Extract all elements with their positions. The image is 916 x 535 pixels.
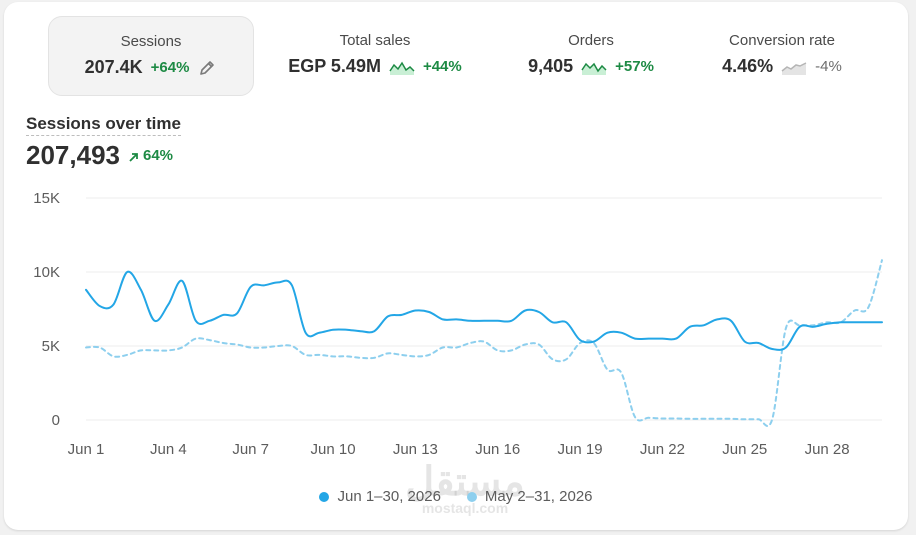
legend-item-previous[interactable]: May 2–31, 2026 [466, 488, 593, 505]
metric-change: +64% [150, 59, 190, 76]
metric-conversion-rate[interactable]: Conversion rate 4.46% -4% [696, 16, 868, 96]
metric-label: Conversion rate [729, 32, 835, 49]
metric-orders[interactable]: Orders 9,405 +57% [496, 16, 686, 96]
legend-item-current[interactable]: Jun 1–30, 2026 [319, 488, 441, 505]
x-tick-label: Jun 28 [805, 441, 850, 458]
legend-label-current: Jun 1–30, 2026 [337, 488, 441, 505]
legend-label-previous: May 2–31, 2026 [484, 488, 593, 505]
x-tick-label: Jun 13 [393, 441, 438, 458]
watermark-url: mostaql.com [421, 500, 509, 516]
metric-change: -4% [815, 58, 842, 75]
sessions-line-chart: 0 5K 10K 15K Jun 1 Jun 4 Jun 7 Jun 10 Jun 13 Jun … [33, 190, 883, 458]
metric-label: Orders [568, 32, 614, 49]
metric-label: Total sales [339, 32, 411, 49]
legend-dot-current [319, 491, 330, 502]
legend-dot-previous [466, 491, 477, 502]
analytics-card: Sessions 207.4K +64% Total sales EGP 5.4… [4, 2, 908, 530]
metric-value: EGP 5.49M [288, 56, 381, 76]
watermark-arabic: مستقل [405, 460, 525, 504]
metric-value: 9,405 [528, 56, 574, 76]
x-tick-label: Jun 7 [232, 441, 269, 458]
x-tick-label: Jun 25 [722, 441, 767, 458]
metrics-row: Sessions 207.4K +64% Total sales EGP 5.4… [48, 16, 868, 98]
metric-change: +57% [615, 58, 654, 75]
x-tick-label: Jun 10 [311, 441, 356, 458]
y-tick-label: 15K [33, 190, 60, 207]
sparkline-flat-icon [781, 59, 807, 75]
metric-total-sales[interactable]: Total sales EGP 5.49M +44% [264, 16, 486, 96]
chart-title[interactable]: Sessions over time [26, 114, 181, 136]
x-tick-label: Jun 4 [150, 441, 187, 458]
x-tick-label: Jun 19 [558, 441, 603, 458]
metric-sessions[interactable]: Sessions 207.4K +64% [48, 16, 254, 96]
metric-value: 207.4K [84, 57, 143, 77]
x-tick-label: Jun 1 [68, 441, 105, 458]
y-tick-label: 0 [52, 412, 60, 429]
x-tick-label: Jun 22 [640, 441, 685, 458]
pencil-icon[interactable] [197, 58, 217, 78]
series-line-previous [85, 259, 883, 427]
x-tick-label: Jun 16 [475, 441, 520, 458]
sessions-total: 207,493 [26, 140, 120, 170]
watermark: مستقل mostaql.com [400, 460, 530, 516]
sessions-change-value: 64% [142, 147, 174, 164]
chart-legend: Jun 1–30, 2026 May 2–31, 2026 [4, 488, 908, 505]
metric-value: 4.46% [722, 56, 774, 76]
y-tick-label: 10K [33, 264, 60, 281]
arrow-up-right-icon [128, 150, 140, 162]
metric-label: Sessions [120, 33, 182, 50]
sessions-change: 64% [128, 147, 173, 164]
sparkline-up-icon [389, 59, 415, 75]
series-line-current [85, 270, 883, 351]
metric-change: +44% [422, 58, 462, 75]
y-tick-label: 5K [42, 338, 60, 355]
sparkline-up-icon [581, 59, 607, 75]
